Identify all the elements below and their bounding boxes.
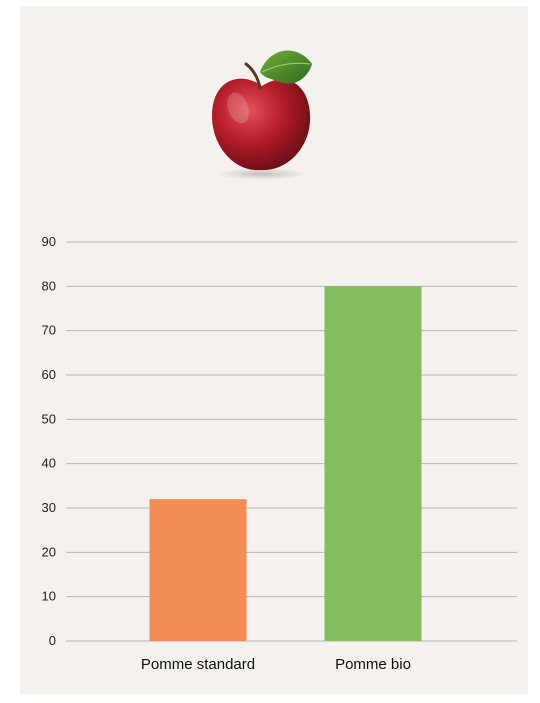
- y-tick-label-50: 50: [42, 411, 56, 426]
- y-tick-label-60: 60: [42, 367, 56, 382]
- y-tick-label-10: 10: [42, 589, 56, 604]
- y-tick-label-70: 70: [42, 323, 56, 338]
- x-category-label-1: Pomme bio: [335, 656, 411, 673]
- y-tick-label-90: 90: [42, 234, 56, 249]
- apple-icon: [212, 50, 312, 180]
- y-tick-label-40: 40: [42, 456, 56, 471]
- bar-1: [324, 286, 422, 641]
- y-tick-label-30: 30: [42, 500, 56, 515]
- y-tick-label-0: 0: [49, 633, 56, 648]
- y-tick-label-20: 20: [42, 544, 56, 559]
- x-category-label-0: Pomme standard: [141, 656, 255, 673]
- bar-0: [149, 499, 247, 641]
- y-tick-label-80: 80: [42, 278, 56, 293]
